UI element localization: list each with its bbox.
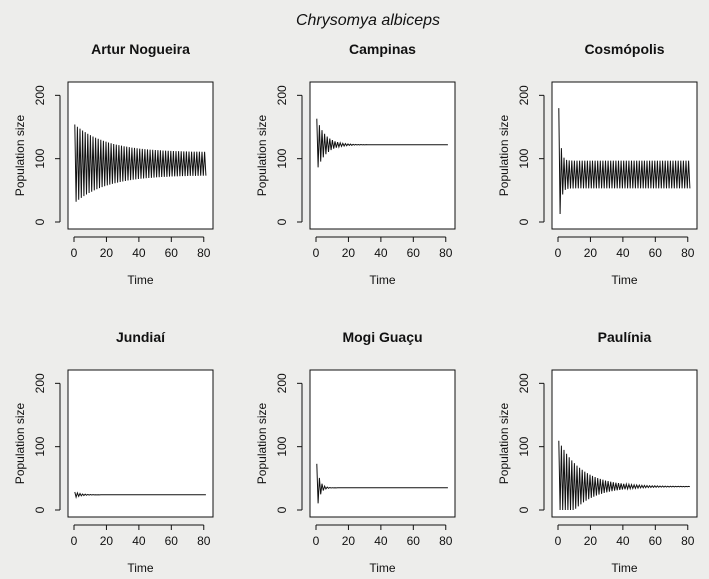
- y-axis: 0 100 200: [517, 85, 545, 225]
- x-tick-label: 20: [342, 246, 356, 260]
- panel-cosmopolis: Cosmópolis 0 20 40 60 80 Time 0 100 200 Population…: [497, 41, 698, 287]
- y-axis-label: Population size: [13, 114, 27, 196]
- population-series-line: [316, 463, 448, 504]
- population-series-line: [558, 108, 691, 215]
- panel-jundiai: Jundiaí 0 20 40 60 80 Time 0 100 200 Population si…: [13, 329, 214, 575]
- x-tick-label: 0: [71, 534, 78, 548]
- x-tick-label: 40: [132, 534, 146, 548]
- x-tick-label: 20: [100, 246, 114, 260]
- x-tick-label: 40: [132, 246, 146, 260]
- y-axis-label: Population size: [497, 114, 511, 196]
- y-tick-label: 0: [33, 218, 47, 225]
- y-tick-label: 100: [275, 436, 289, 456]
- panel-campinas: Campinas 0 20 40 60 80 Time 0 100 200 Population s…: [255, 41, 456, 287]
- panel-paulinia: Paulínia 0 20 40 60 80 Time 0 100 200 Population s…: [497, 329, 698, 575]
- population-series-line: [316, 118, 448, 168]
- x-tick-label: 80: [681, 534, 695, 548]
- y-tick-label: 100: [275, 148, 289, 168]
- x-axis: 0 20 40 60 80: [71, 524, 211, 548]
- panel-title: Jundiaí: [116, 329, 166, 345]
- y-axis: 0 100 200: [517, 373, 545, 513]
- y-tick-label: 0: [275, 218, 289, 225]
- y-tick-label: 0: [517, 218, 531, 225]
- x-tick-label: 60: [165, 534, 179, 548]
- y-axis: 0 100 200: [275, 85, 303, 225]
- y-axis-label: Population size: [13, 402, 27, 484]
- x-tick-label: 60: [649, 246, 663, 260]
- x-tick-label: 80: [197, 246, 211, 260]
- x-axis: 0 20 40 60 80: [555, 236, 695, 260]
- panel-title: Mogi Guaçu: [342, 329, 422, 345]
- y-axis-label: Population size: [497, 402, 511, 484]
- panel-title: Campinas: [349, 41, 416, 57]
- y-axis-label: Population size: [255, 402, 269, 484]
- x-tick-label: 0: [313, 534, 320, 548]
- x-tick-label: 20: [584, 534, 598, 548]
- x-tick-label: 0: [71, 246, 78, 260]
- x-tick-label: 80: [439, 534, 453, 548]
- population-series-line: [74, 491, 206, 499]
- panel-title: Paulínia: [598, 329, 652, 345]
- x-tick-label: 0: [313, 246, 320, 260]
- x-axis-label: Time: [369, 561, 396, 575]
- x-axis: 0 20 40 60 80: [313, 524, 453, 548]
- plot-frame: [309, 369, 456, 518]
- y-tick-label: 0: [275, 506, 289, 513]
- x-axis: 0 20 40 60 80: [71, 236, 211, 260]
- y-tick-label: 100: [33, 148, 47, 168]
- y-axis: 0 100 200: [33, 373, 61, 513]
- x-axis-label: Time: [369, 273, 396, 287]
- population-series-line: [74, 124, 207, 202]
- plot-frame: [551, 81, 698, 230]
- x-tick-label: 20: [100, 534, 114, 548]
- x-tick-label: 60: [165, 246, 179, 260]
- x-tick-label: 20: [584, 246, 598, 260]
- x-axis-label: Time: [127, 273, 154, 287]
- figure-title: Chrysomya albiceps: [296, 12, 440, 29]
- x-tick-label: 80: [439, 246, 453, 260]
- x-tick-label: 60: [407, 246, 421, 260]
- panel-title: Artur Nogueira: [91, 41, 190, 57]
- panel-artur-nogueira: Artur Nogueira 0 20 40 60 80 Time 0 100 200 Popula…: [13, 41, 214, 287]
- y-tick-label: 200: [33, 85, 47, 105]
- x-tick-label: 0: [555, 534, 562, 548]
- y-tick-label: 100: [517, 436, 531, 456]
- x-tick-label: 20: [342, 534, 356, 548]
- x-tick-label: 80: [197, 534, 211, 548]
- x-tick-label: 60: [649, 534, 663, 548]
- y-tick-label: 200: [517, 85, 531, 105]
- x-axis-label: Time: [127, 561, 154, 575]
- x-tick-label: 40: [374, 534, 388, 548]
- x-axis-label: Time: [611, 273, 638, 287]
- y-tick-label: 200: [275, 373, 289, 393]
- population-series-line: [558, 440, 691, 511]
- x-tick-label: 40: [616, 246, 630, 260]
- x-axis-label: Time: [611, 561, 638, 575]
- y-tick-label: 100: [517, 148, 531, 168]
- x-axis: 0 20 40 60 80: [313, 236, 453, 260]
- y-axis-label: Population size: [255, 114, 269, 196]
- panel-title: Cosmópolis: [584, 41, 664, 57]
- y-tick-label: 0: [517, 506, 531, 513]
- y-axis: 0 100 200: [33, 85, 61, 225]
- y-tick-label: 200: [517, 373, 531, 393]
- x-tick-label: 0: [555, 246, 562, 260]
- plot-frame: [67, 369, 214, 518]
- y-axis: 0 100 200: [275, 373, 303, 513]
- x-tick-label: 40: [616, 534, 630, 548]
- panel-mogi-guacu: Mogi Guaçu 0 20 40 60 80 Time 0 100 200 Population…: [255, 329, 456, 575]
- plot-frame: [309, 81, 456, 230]
- x-tick-label: 80: [681, 246, 695, 260]
- y-tick-label: 200: [33, 373, 47, 393]
- y-tick-label: 100: [33, 436, 47, 456]
- x-axis: 0 20 40 60 80: [555, 524, 695, 548]
- y-tick-label: 0: [33, 506, 47, 513]
- x-tick-label: 40: [374, 246, 388, 260]
- x-tick-label: 60: [407, 534, 421, 548]
- y-tick-label: 200: [275, 85, 289, 105]
